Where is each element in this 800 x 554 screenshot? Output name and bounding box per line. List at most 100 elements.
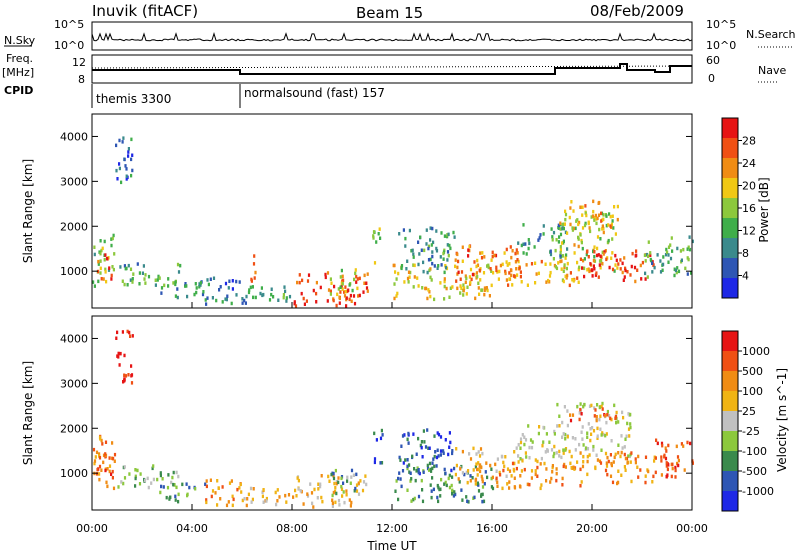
range-gate-cell <box>466 499 469 503</box>
y-tick-label: 1000 <box>60 265 88 278</box>
range-gate-cell <box>166 485 170 490</box>
range-gate-cell <box>231 279 234 283</box>
range-gate-cell <box>231 287 234 291</box>
range-gate-cell <box>251 285 254 289</box>
range-gate-cell <box>285 299 288 303</box>
range-gate-cell <box>99 271 102 275</box>
range-gate-cell <box>443 234 446 238</box>
range-gate-cell <box>341 279 344 283</box>
range-gate-cell <box>350 500 353 505</box>
range-gate-cell <box>359 479 362 483</box>
range-gate-cell <box>436 266 439 270</box>
colorbar-swatch <box>722 411 738 431</box>
range-gate-cell <box>601 227 604 231</box>
range-gate-cell <box>156 278 159 282</box>
range-gate-cell <box>448 445 451 449</box>
range-gate-cell <box>241 498 244 503</box>
range-gate-cell <box>204 298 207 302</box>
range-gate-cell <box>98 472 101 476</box>
range-gate-cell <box>615 420 618 425</box>
range-gate-cell <box>404 244 407 248</box>
range-gate-cell <box>626 461 629 465</box>
range-gate-cell <box>270 292 273 297</box>
range-gate-cell <box>407 280 410 284</box>
range-gate-cell <box>558 449 561 454</box>
range-gate-cell <box>479 278 482 282</box>
range-gate-cell <box>549 480 552 484</box>
range-gate-cell <box>519 437 523 441</box>
range-gate-cell <box>287 493 291 497</box>
range-gate-cell <box>608 414 611 418</box>
range-gate-cell <box>564 448 567 452</box>
velocity-ylabel: Slant Range [km] <box>21 361 35 465</box>
range-gate-cell <box>495 476 498 481</box>
range-gate-cell <box>571 278 574 282</box>
range-gate-cell <box>586 454 589 459</box>
range-gate-cell <box>682 247 685 252</box>
range-gate-cell <box>227 286 230 290</box>
range-gate-cell <box>593 250 596 254</box>
range-gate-cell <box>630 264 633 269</box>
range-gate-cell <box>241 301 244 305</box>
range-gate-cell <box>478 292 481 296</box>
range-gate-cell <box>446 243 449 247</box>
range-gate-cell <box>350 475 353 479</box>
range-gate-cell <box>676 461 679 466</box>
range-gate-cell <box>585 250 589 254</box>
range-gate-cell <box>417 494 421 499</box>
range-gate-cell <box>594 213 597 218</box>
range-gate-cell <box>530 476 533 480</box>
nsky-strip: N.Sky 10^5 10^0 10^5 10^0 N.Search <box>4 18 796 52</box>
range-gate-cell <box>558 454 561 458</box>
range-gate-cell <box>415 469 418 473</box>
range-gate-cell <box>123 373 126 377</box>
range-gate-cell <box>175 470 178 475</box>
range-gate-cell <box>629 273 632 277</box>
range-gate-cell <box>395 294 398 298</box>
range-gate-cell <box>536 474 539 478</box>
range-gate-cell <box>506 482 509 486</box>
range-gate-cell <box>451 449 454 453</box>
range-gate-cell <box>337 498 341 503</box>
range-gate-cell <box>562 432 565 436</box>
range-gate-cell <box>366 289 369 293</box>
range-gate-cell <box>586 447 590 451</box>
range-gate-cell <box>379 436 383 441</box>
range-gate-cell <box>612 460 615 464</box>
range-gate-cell <box>537 271 540 276</box>
range-gate-cell <box>404 236 407 241</box>
range-gate-cell <box>539 233 542 237</box>
range-gate-cell <box>123 476 127 480</box>
range-gate-cell <box>599 237 602 241</box>
y-tick-label: 1000 <box>60 467 88 480</box>
range-gate-cell <box>667 253 670 257</box>
range-gate-cell <box>611 480 615 485</box>
range-gate-cell <box>454 264 457 269</box>
range-gate-cell <box>406 458 409 462</box>
range-gate-cell <box>434 450 437 454</box>
range-gate-cell <box>585 446 588 450</box>
range-gate-cell <box>555 471 558 476</box>
range-gate-cell <box>623 465 626 469</box>
range-gate-cell <box>587 267 590 271</box>
range-gate-cell <box>432 240 435 245</box>
x-tick-label: 00:00 <box>76 522 108 535</box>
range-gate-cell <box>592 199 595 204</box>
range-gate-cell <box>154 278 157 282</box>
range-gate-cell <box>627 427 631 431</box>
range-gate-cell <box>577 222 580 227</box>
range-gate-cell <box>446 258 449 262</box>
range-gate-cell <box>637 454 640 459</box>
range-gate-cell <box>413 275 416 279</box>
range-gate-cell <box>607 223 610 227</box>
range-gate-cell <box>205 479 208 483</box>
range-gate-cell <box>294 488 297 493</box>
range-gate-cell <box>499 263 502 268</box>
range-gate-cell <box>555 451 558 455</box>
range-gate-cell <box>163 283 166 288</box>
range-gate-cell <box>491 475 494 480</box>
range-gate-cell <box>482 271 486 275</box>
range-gate-cell <box>571 226 574 230</box>
range-gate-cell <box>515 248 518 252</box>
